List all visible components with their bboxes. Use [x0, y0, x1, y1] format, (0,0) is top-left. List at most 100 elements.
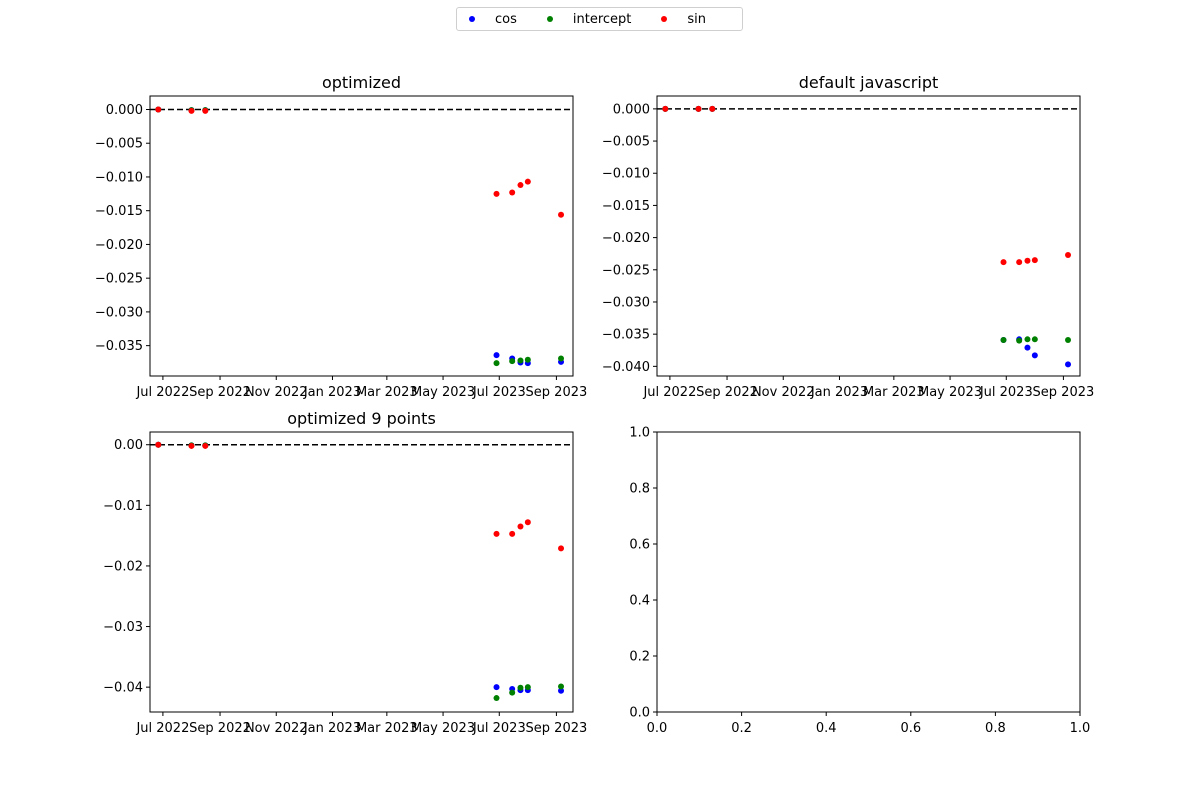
point-sin-2-3: [493, 530, 500, 537]
y-tick-label-1-3: −0.015: [602, 199, 650, 214]
y-tick-label-3-0: 0.0: [629, 706, 650, 721]
point-sin-0-5: [517, 182, 524, 189]
x-tick-label-0-6: Jul 2023: [472, 385, 526, 400]
y-tick-label-2-1: −0.01: [103, 499, 143, 514]
legend-marker-sin: [661, 16, 668, 22]
point-intercept-0-3: [493, 360, 500, 367]
point-sin-0-3: [493, 190, 500, 197]
x-tick-label-2-1: Sep 2022: [189, 721, 251, 736]
x-tick-label-0-1: Sep 2022: [189, 385, 251, 400]
point-sin-1-5: [1024, 257, 1031, 264]
y-tick-label-3-2: 0.4: [629, 594, 650, 609]
point-sin-2-5: [517, 523, 524, 530]
x-tick-label-0-7: Sep 2023: [526, 385, 588, 400]
point-sin-0-1: [188, 107, 195, 114]
point-sin-2-6: [524, 519, 531, 526]
point-sin-0-6: [524, 178, 531, 185]
point-cos-2-3: [493, 684, 500, 691]
y-tick-label-2-3: −0.03: [103, 620, 143, 635]
point-sin-2-7: [558, 545, 565, 552]
legend-label-cos: cos: [495, 11, 517, 27]
y-tick-label-0-2: −0.010: [95, 170, 143, 185]
point-sin-0-2: [202, 107, 209, 114]
x-tick-label-1-7: Sep 2023: [1033, 385, 1095, 400]
x-tick-label-1-1: Sep 2022: [696, 385, 758, 400]
point-cos-2-7: [558, 687, 565, 694]
x-tick-label-3-5: 1.0: [1070, 721, 1091, 736]
x-tick-label-2-7: Sep 2023: [526, 721, 588, 736]
point-sin-1-4: [1016, 259, 1023, 266]
y-tick-label-3-1: 0.2: [629, 650, 650, 665]
y-tick-label-1-8: −0.040: [602, 360, 650, 375]
point-intercept-0-5: [517, 357, 524, 364]
chart-title-2: optimized 9 points: [287, 409, 436, 428]
point-sin-1-6: [1031, 257, 1038, 264]
point-intercept-0-7: [558, 355, 565, 362]
point-sin-0-0: [155, 106, 162, 113]
legend-item-intercept: intercept: [546, 11, 632, 27]
axes-frame-3: [656, 431, 1081, 713]
chart-title-1: default javascript: [799, 73, 939, 92]
x-tick-label-2-2: Nov 2022: [245, 721, 308, 736]
point-sin-2-2: [202, 442, 209, 449]
x-tick-label-3-4: 0.8: [985, 721, 1006, 736]
point-sin-2-1: [188, 442, 195, 449]
x-tick-label-3-2: 0.4: [816, 721, 837, 736]
y-tick-label-0-5: −0.025: [95, 272, 143, 287]
point-sin-0-7: [558, 211, 565, 218]
axes-frame-2: [149, 431, 574, 713]
point-intercept-0-6: [524, 356, 531, 363]
point-cos-1-5: [1024, 344, 1031, 351]
x-tick-label-0-4: Mar 2023: [356, 385, 418, 400]
y-tick-label-0-3: −0.015: [95, 204, 143, 219]
x-tick-label-1-6: Jul 2023: [979, 385, 1033, 400]
axes-frame-1: [656, 95, 1081, 377]
x-tick-label-0-5: May 2023: [411, 385, 475, 400]
point-sin-1-2: [709, 105, 716, 112]
x-tick-label-2-4: Mar 2023: [356, 721, 418, 736]
y-tick-label-1-2: −0.010: [602, 167, 650, 182]
y-tick-label-0-0: 0.000: [106, 103, 143, 118]
x-tick-label-1-0: Jul 2022: [642, 385, 696, 400]
x-tick-label-1-2: Nov 2022: [752, 385, 815, 400]
legend-marker-cos: [469, 16, 475, 22]
y-tick-label-1-1: −0.005: [602, 135, 650, 150]
y-tick-label-2-4: −0.04: [103, 681, 143, 696]
x-tick-label-1-4: Mar 2023: [863, 385, 925, 400]
y-tick-label-3-4: 0.8: [629, 482, 650, 497]
point-sin-0-4: [509, 189, 516, 196]
point-cos-1-7: [1065, 361, 1072, 368]
point-cos-0-3: [493, 352, 500, 359]
legend-label-sin: sin: [687, 11, 706, 27]
y-tick-label-2-0: 0.00: [114, 438, 143, 453]
legend-label-intercept: intercept: [572, 11, 632, 27]
point-sin-1-7: [1065, 251, 1072, 258]
y-tick-label-1-7: −0.035: [602, 328, 650, 343]
point-intercept-1-6: [1031, 336, 1038, 343]
point-intercept-1-5: [1024, 336, 1031, 343]
point-sin-1-1: [695, 105, 702, 112]
legend: cos intercept sin: [456, 7, 743, 31]
x-tick-label-2-6: Jul 2023: [472, 721, 526, 736]
point-intercept-0-4: [509, 358, 516, 365]
y-tick-label-3-5: 1.0: [629, 426, 650, 441]
point-intercept-2-6: [524, 684, 531, 691]
point-intercept-2-3: [493, 695, 500, 702]
point-sin-2-4: [509, 530, 516, 537]
legend-marker-intercept: [546, 16, 553, 22]
x-tick-label-0-0: Jul 2022: [135, 385, 189, 400]
point-intercept-2-4: [509, 689, 516, 696]
legend-item-cos: cos: [469, 12, 517, 27]
y-tick-label-0-7: −0.035: [95, 339, 143, 354]
point-cos-1-6: [1031, 352, 1038, 359]
point-intercept-2-5: [517, 684, 524, 691]
point-intercept-2-7: [558, 683, 565, 690]
y-tick-label-0-4: −0.020: [95, 238, 143, 253]
x-tick-label-1-5: May 2023: [918, 385, 982, 400]
x-tick-label-0-2: Nov 2022: [245, 385, 308, 400]
y-tick-label-3-3: 0.6: [629, 538, 650, 553]
x-tick-label-2-0: Jul 2022: [135, 721, 189, 736]
y-tick-label-2-2: −0.02: [103, 559, 143, 574]
y-tick-label-0-6: −0.030: [95, 305, 143, 320]
